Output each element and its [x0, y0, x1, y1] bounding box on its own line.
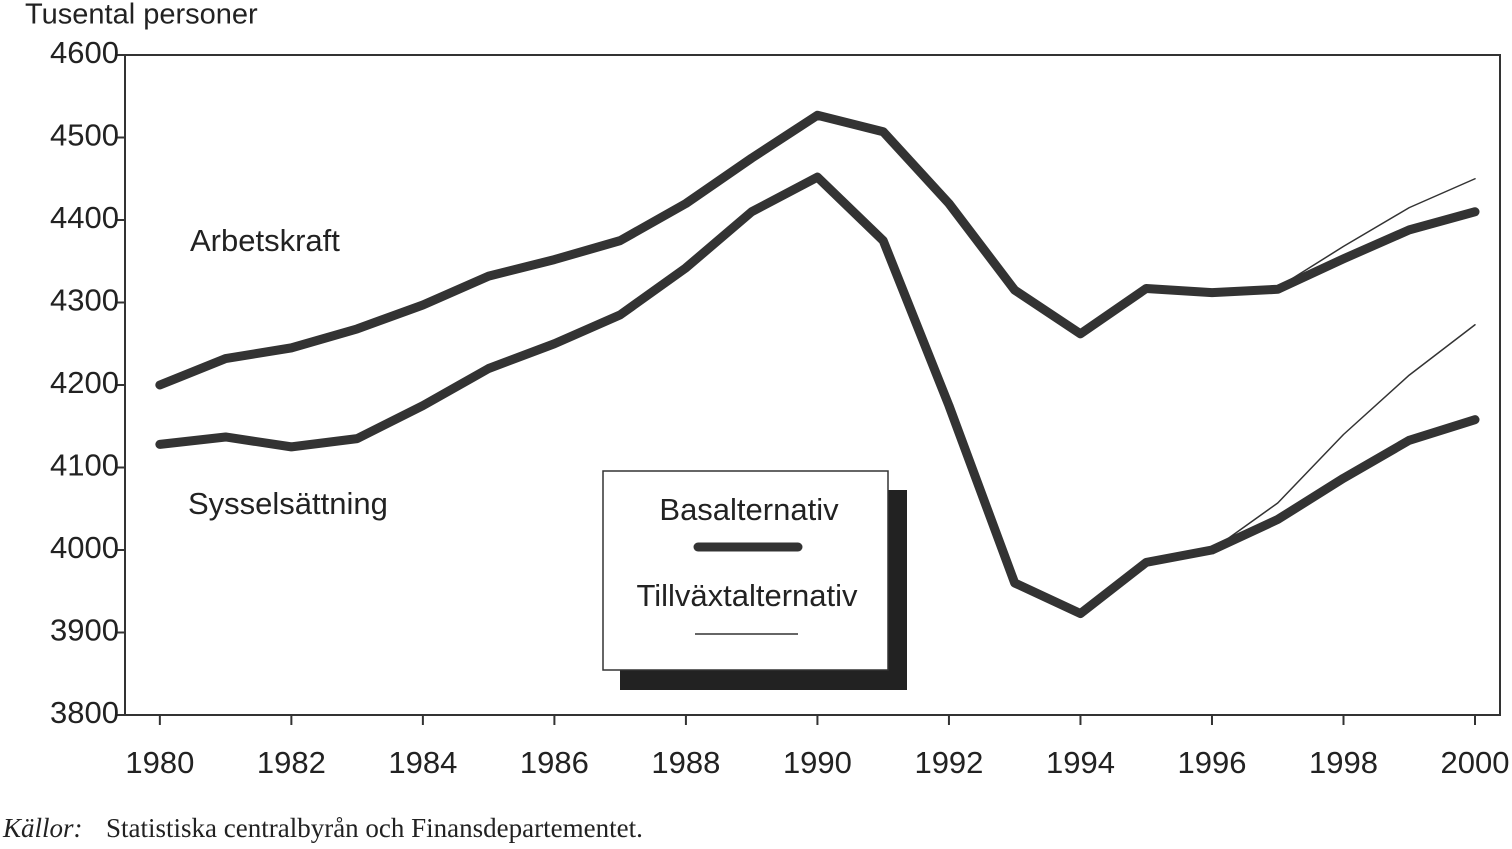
y-tick-label: 3800: [50, 695, 119, 730]
y-tick-label: 4400: [50, 200, 119, 235]
x-tick-label: 1986: [520, 745, 589, 780]
growth-line: [1276, 178, 1476, 289]
y-tick-label: 4600: [50, 35, 119, 70]
legend-label: Basalternativ: [659, 492, 839, 527]
y-axis-label: Tusental personer: [25, 0, 258, 31]
x-tick-label: 1984: [388, 745, 457, 780]
y-tick-label: 4000: [50, 530, 119, 565]
y-tick-label: 4100: [50, 448, 119, 483]
x-tick-label: 1994: [1046, 745, 1115, 780]
x-tick-label: 1980: [125, 745, 194, 780]
legend-box: [602, 470, 889, 671]
source-label: Källor:: [2, 813, 83, 843]
series-label: Arbetskraft: [190, 223, 340, 258]
x-tick-label: 2000: [1441, 745, 1510, 780]
base-line: [155, 172, 1480, 619]
x-tick-label: 1982: [257, 745, 326, 780]
x-tick-label: 1988: [651, 745, 720, 780]
y-tick-label: 4500: [50, 118, 119, 153]
growth-line: [1211, 324, 1476, 551]
y-tick-label: 4200: [50, 365, 119, 400]
x-tick-label: 1998: [1309, 745, 1378, 780]
y-tick-label: 3900: [50, 613, 119, 648]
x-tick-label: 1992: [914, 745, 983, 780]
base-line: [155, 110, 1480, 390]
series-label: Sysselsättning: [188, 486, 388, 521]
source: Statistiska centralbyrån och Finansdepar…: [106, 813, 643, 843]
legend-label: Tillväxtalternativ: [636, 578, 858, 613]
y-tick-label: 4300: [50, 283, 119, 318]
x-tick-label: 1990: [783, 745, 852, 780]
x-tick-label: 1996: [1177, 745, 1246, 780]
